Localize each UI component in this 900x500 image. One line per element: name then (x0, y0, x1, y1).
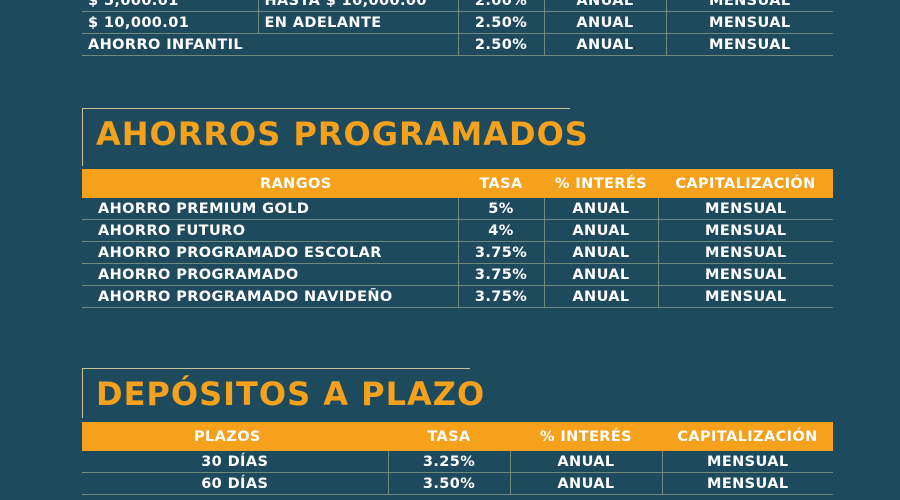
table-row: AHORRO PROGRAMADO NAVIDEÑO 3.75% ANUAL M… (82, 285, 833, 308)
programados-table: RANGOS TASA % INTERÉS CAPITALIZACIÓN AHO… (82, 169, 833, 308)
range-label: AHORRO INFANTIL (82, 33, 458, 56)
interest-period: ANUAL (543, 241, 658, 264)
interest-period: ANUAL (543, 219, 658, 242)
table-row: 60 DÍAS 3.50% ANUAL MENSUAL (82, 472, 833, 495)
section-title: DEPÓSITOS A PLAZO (96, 375, 486, 413)
range-to: HASTA $ 10,000.00 (257, 0, 458, 12)
table-row: 30 DÍAS 3.25% ANUAL MENSUAL (82, 451, 833, 473)
range-to: EN ADELANTE (257, 11, 458, 34)
plan-name: AHORRO PREMIUM GOLD (82, 198, 458, 220)
table-row: AHORRO FUTURO 4% ANUAL MENSUAL (82, 219, 833, 242)
range-from: $ 5,000.01 (82, 0, 258, 12)
plan-name: AHORRO PROGRAMADO ESCOLAR (82, 241, 458, 264)
rate: 2.50% (457, 11, 544, 34)
header-rangos: RANGOS (82, 169, 458, 198)
table-row: $ 5,000.01 HASTA $ 10,000.00 2.00% ANUAL… (82, 0, 833, 12)
plan-name: AHORRO PROGRAMADO NAVIDEÑO (82, 285, 458, 308)
capitalization: MENSUAL (665, 11, 833, 34)
table-row: AHORRO INFANTIL 2.50% ANUAL MENSUAL (82, 33, 833, 56)
savings-rate-table: $ 5,000.01 HASTA $ 10,000.00 2.00% ANUAL… (82, 0, 833, 56)
rate: 2.50% (457, 33, 544, 56)
table-row: AHORRO PREMIUM GOLD 5% ANUAL MENSUAL (82, 198, 833, 220)
interest-period: ANUAL (509, 451, 662, 473)
term: 60 DÍAS (82, 472, 388, 495)
header-interes: % INTERÉS (544, 169, 658, 198)
table-header: PLAZOS TASA % INTERÉS CAPITALIZACIÓN (82, 422, 833, 451)
rate: 3.25% (387, 451, 510, 473)
interest-period: ANUAL (543, 0, 666, 12)
interest-period: ANUAL (543, 285, 658, 308)
term: 30 DÍAS (82, 451, 388, 473)
rate: 3.75% (457, 263, 544, 286)
rate: 2.00% (457, 0, 544, 12)
rate: 3.75% (457, 285, 544, 308)
header-capitalizacion: CAPITALIZACIÓN (658, 169, 833, 198)
capitalization: MENSUAL (665, 0, 833, 12)
table-row: AHORRO PROGRAMADO 3.75% ANUAL MENSUAL (82, 263, 833, 286)
range-from: $ 10,000.01 (82, 11, 258, 34)
header-plazos: PLAZOS (82, 422, 388, 451)
capitalization: MENSUAL (661, 451, 833, 473)
header-tasa: TASA (458, 169, 544, 198)
plan-name: AHORRO FUTURO (82, 219, 458, 242)
section-title: AHORROS PROGRAMADOS (96, 115, 589, 153)
capitalization: MENSUAL (657, 198, 833, 220)
table-header: RANGOS TASA % INTERÉS CAPITALIZACIÓN (82, 169, 833, 198)
capitalization: MENSUAL (661, 472, 833, 495)
interest-period: ANUAL (509, 472, 662, 495)
rate: 3.50% (387, 472, 510, 495)
interest-period: ANUAL (543, 198, 658, 220)
header-tasa: TASA (388, 422, 510, 451)
rate: 3.75% (457, 241, 544, 264)
capitalization: MENSUAL (657, 219, 833, 242)
interest-period: ANUAL (543, 33, 666, 56)
interest-period: ANUAL (543, 11, 666, 34)
header-interes: % INTERÉS (510, 422, 662, 451)
plazo-table: PLAZOS TASA % INTERÉS CAPITALIZACIÓN 30 … (82, 422, 833, 495)
interest-period: ANUAL (543, 263, 658, 286)
header-capitalizacion: CAPITALIZACIÓN (662, 422, 833, 451)
rate: 5% (457, 198, 544, 220)
rate: 4% (457, 219, 544, 242)
capitalization: MENSUAL (657, 285, 833, 308)
table-row: $ 10,000.01 EN ADELANTE 2.50% ANUAL MENS… (82, 11, 833, 34)
capitalization: MENSUAL (665, 33, 833, 56)
table-row: AHORRO PROGRAMADO ESCOLAR 3.75% ANUAL ME… (82, 241, 833, 264)
capitalization: MENSUAL (657, 241, 833, 264)
capitalization: MENSUAL (657, 263, 833, 286)
plan-name: AHORRO PROGRAMADO (82, 263, 458, 286)
